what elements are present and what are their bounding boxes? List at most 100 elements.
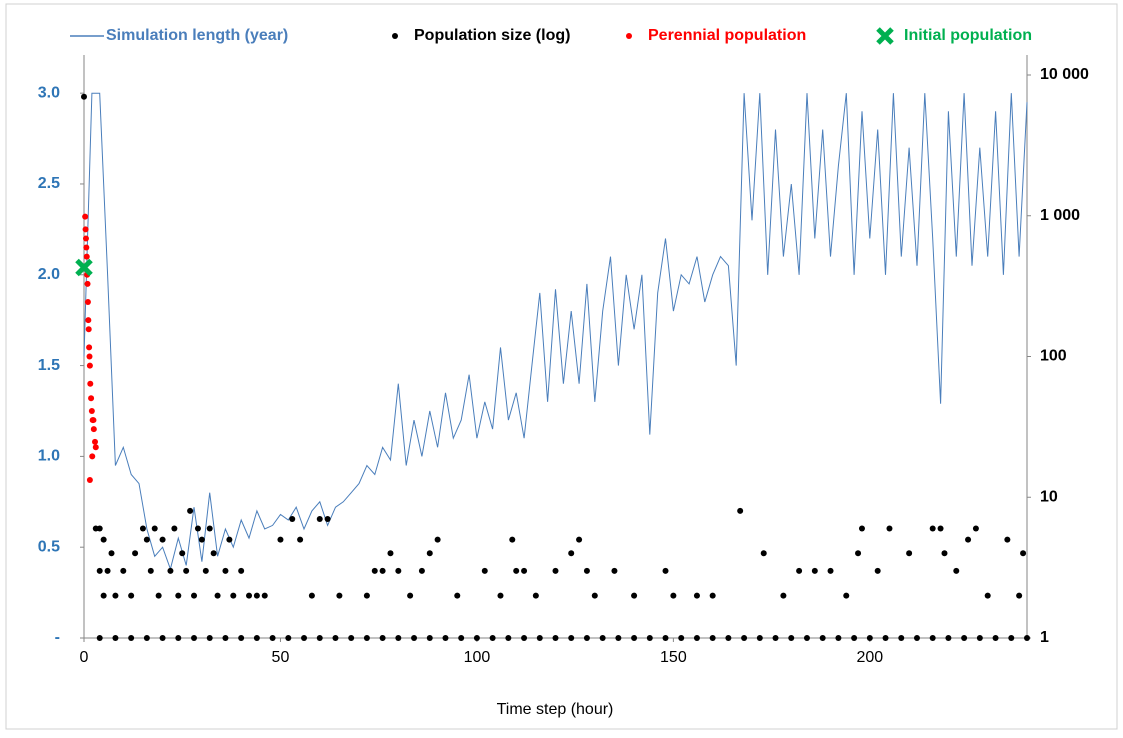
scatter-point xyxy=(953,567,960,574)
scatter-point xyxy=(407,592,414,599)
scatter-point xyxy=(316,635,323,641)
scatter-point xyxy=(171,525,178,532)
scatter-point xyxy=(662,635,669,641)
scatter-point xyxy=(811,567,818,574)
scatter-point xyxy=(874,567,881,574)
scatter-point xyxy=(454,592,461,599)
scatter-point xyxy=(536,635,543,641)
scatter-point xyxy=(1020,550,1027,557)
scatter-point xyxy=(780,592,787,599)
cross-marker xyxy=(75,258,93,277)
scatter-point xyxy=(858,525,865,532)
scatter-point xyxy=(194,525,201,532)
scatter-point xyxy=(855,550,862,557)
scatter-point xyxy=(835,635,842,641)
scatter-point xyxy=(198,536,205,543)
scatter-point xyxy=(532,592,539,599)
scatter-point xyxy=(85,317,92,324)
scatter-point xyxy=(961,635,968,641)
scatter-point xyxy=(191,635,198,641)
scatter-point xyxy=(86,476,93,483)
scatter-point xyxy=(737,507,744,514)
y-tick-label: - xyxy=(55,629,60,646)
scatter-point xyxy=(693,592,700,599)
scatter-point xyxy=(308,592,315,599)
scatter-point xyxy=(458,635,465,641)
scatter-point xyxy=(151,525,158,532)
scatter-point xyxy=(395,635,402,641)
scatter-point xyxy=(678,635,685,641)
scatter-point xyxy=(363,592,370,599)
scatter-point xyxy=(945,635,952,641)
scatter-point xyxy=(741,635,748,641)
scatter-point xyxy=(709,592,716,599)
scatter-point xyxy=(426,550,433,557)
scatter-point xyxy=(411,635,418,641)
scatter-point xyxy=(297,536,304,543)
scatter-point xyxy=(788,635,795,641)
scatter-point xyxy=(611,567,618,574)
legend-swatch xyxy=(876,27,894,45)
scatter-point xyxy=(886,525,893,532)
scatter-point xyxy=(796,567,803,574)
scatter-point xyxy=(88,395,95,402)
scatter-point xyxy=(87,380,94,387)
scatter-point xyxy=(509,536,516,543)
scatter-point xyxy=(202,567,209,574)
scatter-point xyxy=(316,516,323,523)
scatter-point xyxy=(183,567,190,574)
scatter-point xyxy=(332,635,339,641)
scatter-point xyxy=(521,635,528,641)
scatter-point xyxy=(1016,592,1023,599)
scatter-point xyxy=(159,635,166,641)
scatter-point xyxy=(426,635,433,641)
scatter-point xyxy=(143,635,150,641)
scatter-point xyxy=(387,550,394,557)
scatter-point xyxy=(568,635,575,641)
scatter-point xyxy=(82,213,89,220)
x-tick-label: 50 xyxy=(272,649,290,666)
scatter-point xyxy=(756,635,763,641)
scatter-point xyxy=(222,567,229,574)
legend-swatch xyxy=(626,33,632,39)
scatter-point xyxy=(336,592,343,599)
scatter-point xyxy=(363,635,370,641)
scatter-point xyxy=(206,525,213,532)
scatter-point xyxy=(568,550,575,557)
scatter-point xyxy=(851,635,858,641)
scatter-point xyxy=(843,592,850,599)
scatter-point xyxy=(513,567,520,574)
scatter-point xyxy=(662,567,669,574)
scatter-point xyxy=(96,525,103,532)
scatter-point xyxy=(83,244,90,251)
scatter-point xyxy=(772,635,779,641)
scatter-point xyxy=(473,635,480,641)
legend-label: Initial population xyxy=(904,27,1032,44)
scatter-point xyxy=(139,525,146,532)
x-tick-label: 0 xyxy=(80,649,89,666)
scatter-point xyxy=(246,592,253,599)
y2-tick-label: 100 xyxy=(1040,348,1067,365)
scatter-point xyxy=(324,516,331,523)
y-tick-label: 0.5 xyxy=(38,538,60,555)
scatter-point xyxy=(866,635,873,641)
scatter-point xyxy=(505,635,512,641)
scatter-point xyxy=(434,536,441,543)
scatter-point xyxy=(92,438,99,445)
scatter-point xyxy=(261,592,268,599)
scatter-point xyxy=(631,592,638,599)
scatter-point xyxy=(238,635,245,641)
y-tick-label: 3.0 xyxy=(38,84,60,101)
scatter-point xyxy=(100,592,107,599)
scatter-point xyxy=(760,550,767,557)
scatter-point xyxy=(348,635,355,641)
scatter-point xyxy=(827,567,834,574)
scatter-point xyxy=(803,635,810,641)
scatter-point xyxy=(82,235,89,242)
scatter-point xyxy=(941,550,948,557)
scatter-point xyxy=(965,536,972,543)
y-tick-label: 1.5 xyxy=(38,357,60,374)
scatter-point xyxy=(112,635,119,641)
scatter-point xyxy=(371,567,378,574)
